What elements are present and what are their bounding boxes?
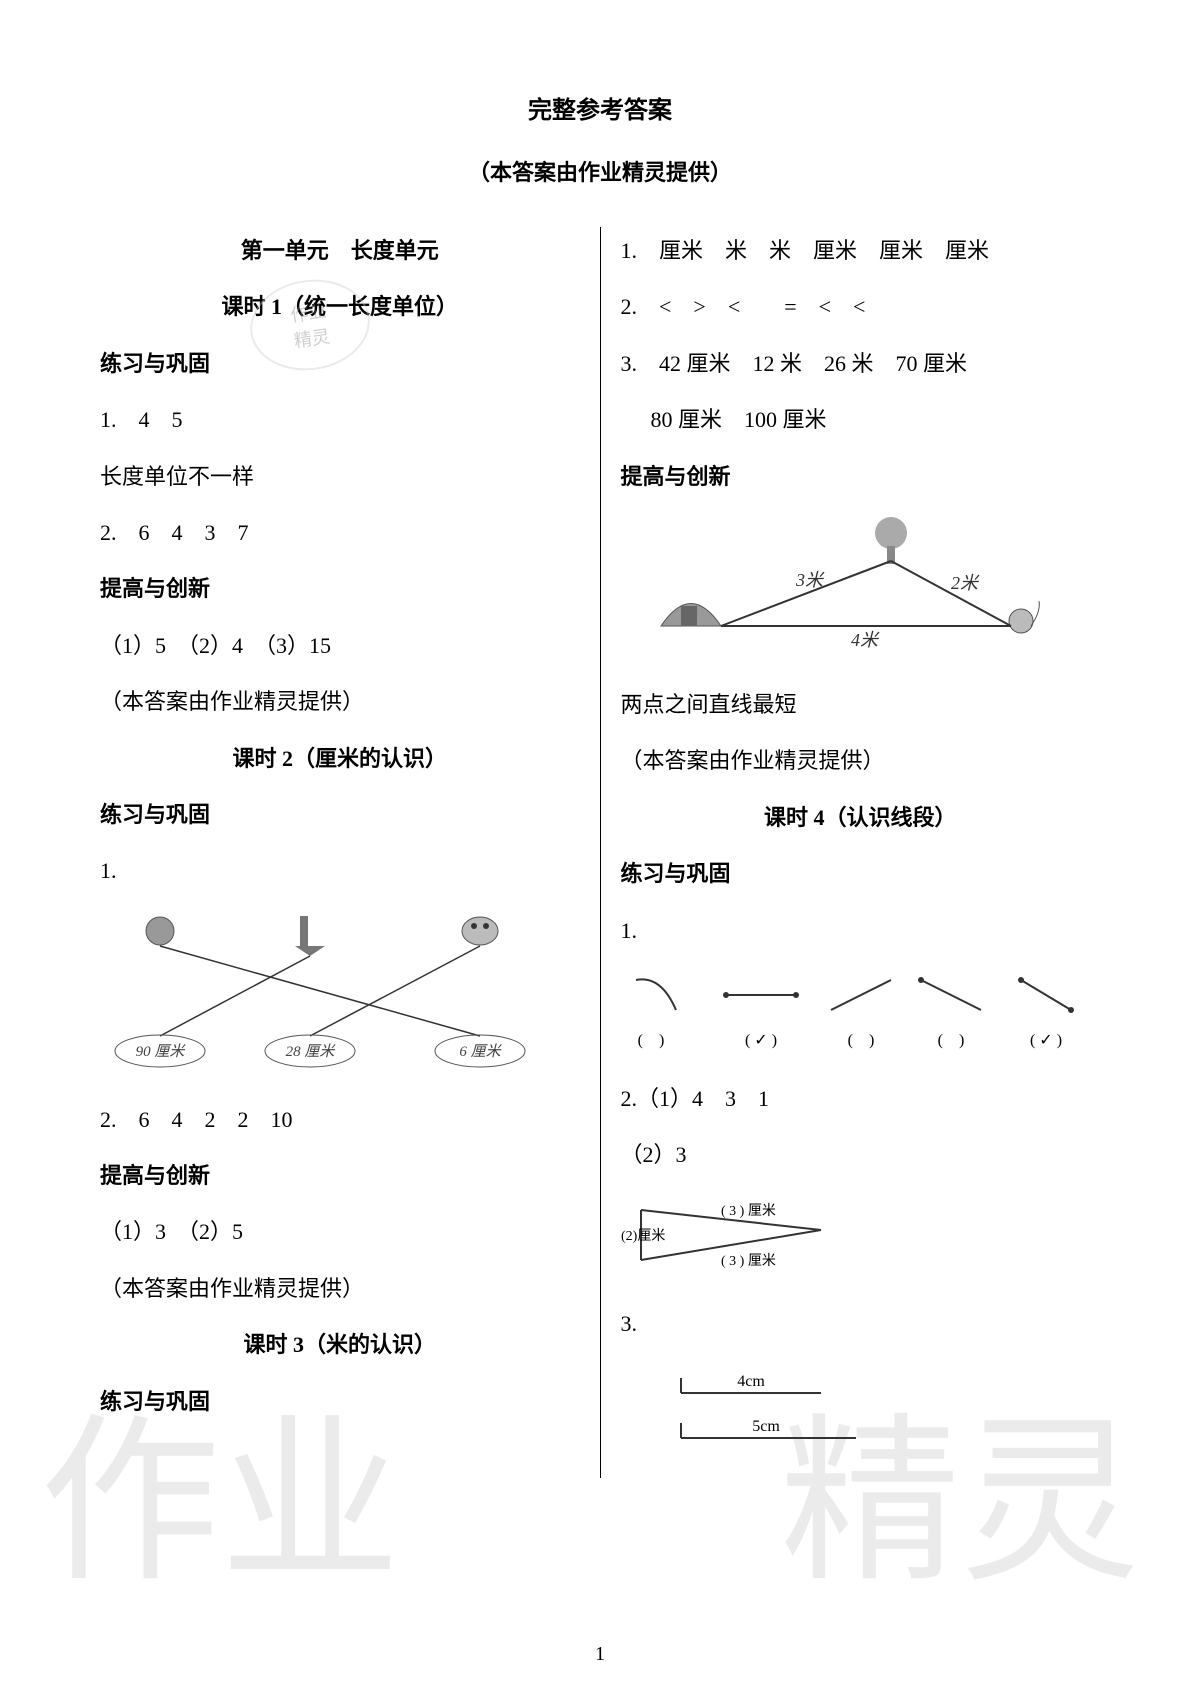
ruler-segments: 4cm 5cm xyxy=(621,1358,1101,1463)
lesson1-q1: 1. 4 5 xyxy=(100,396,580,444)
tri-side-a: 3米 xyxy=(795,570,825,590)
page-number: 1 xyxy=(595,1643,605,1666)
lesson1-section-a: 练习与巩固 xyxy=(100,340,580,388)
lesson2-section-a: 练习与巩固 xyxy=(100,791,580,839)
lesson4-title: 课时 4（认识线段） xyxy=(621,794,1101,842)
seg-check-b: ( ✓ ) xyxy=(744,1032,776,1049)
small-triangle-diagram: ( 3 ) 厘米 (2)厘米 ( 3 ) 厘米 xyxy=(621,1190,1101,1285)
lesson4-q2-1: 2.（1）4 3 1 xyxy=(621,1075,1101,1123)
seg-check-a: ( ) xyxy=(637,1032,664,1049)
lesson4-section-a: 练习与巩固 xyxy=(621,850,1101,898)
unit-title: 第一单元 长度单元 xyxy=(100,227,580,275)
lesson2-ans-b: （1）3 （2）5 xyxy=(100,1208,580,1256)
lesson2-q1: 1. xyxy=(100,847,580,895)
oval-label-a: 90 厘米 xyxy=(136,1043,187,1060)
lesson2-title: 课时 2（厘米的认识） xyxy=(100,735,580,783)
lesson4-q1: 1. xyxy=(621,907,1101,955)
tri2-c: ( 3 ) 厘米 xyxy=(721,1253,776,1269)
lesson4-q2-2: （2）3 xyxy=(621,1131,1101,1179)
lesson1-q2: 2. 6 4 3 7 xyxy=(100,509,580,557)
lesson1-credit: （本答案由作业精灵提供） xyxy=(100,678,580,726)
r-section-b: 提高与创新 xyxy=(621,453,1101,501)
seg-a-label: 4cm xyxy=(737,1373,765,1390)
tri2-a: ( 3 ) 厘米 xyxy=(721,1203,776,1219)
lesson2-q2: 2. 6 4 2 2 10 xyxy=(100,1096,580,1144)
tri-note: 两点之间直线最短 xyxy=(621,681,1101,729)
r-q3b: 80 厘米 100 厘米 xyxy=(621,396,1101,444)
r-q3: 3. 42 厘米 12 米 26 米 70 厘米 xyxy=(621,340,1101,388)
seg-b-label: 5cm xyxy=(752,1418,780,1435)
main-title: 完整参考答案 xyxy=(80,90,1120,125)
page-header: 完整参考答案 （本答案由作业精灵提供） xyxy=(80,90,1120,187)
lesson3-title: 课时 3（米的认识） xyxy=(100,1321,580,1369)
lesson2-section-b: 提高与创新 xyxy=(100,1152,580,1200)
seg-check-c: ( ) xyxy=(847,1032,874,1049)
line-segment-diagram: ( ) ( ✓ ) ( ) ( ) ( ✓ ) xyxy=(621,965,1101,1060)
lesson1-q1-note: 长度单位不一样 xyxy=(100,453,580,501)
r-credit: （本答案由作业精灵提供） xyxy=(621,737,1101,785)
lesson3-section-a: 练习与巩固 xyxy=(100,1378,580,1426)
matching-diagram: 90 厘米 28 厘米 6 厘米 xyxy=(100,906,580,1081)
lesson1-section-b: 提高与创新 xyxy=(100,565,580,613)
lesson2-credit: （本答案由作业精灵提供） xyxy=(100,1265,580,1313)
sub-title: （本答案由作业精灵提供） xyxy=(80,155,1120,187)
tri-side-c: 4米 xyxy=(851,630,880,650)
two-column-layout: 第一单元 长度单元 课时 1（统一长度单位） 练习与巩固 1. 4 5 长度单位… xyxy=(80,227,1120,1478)
triangle-diagram: 3米 2米 4米 xyxy=(621,511,1101,666)
seg-check-d: ( ) xyxy=(937,1032,964,1049)
r-q1: 1. 厘米 米 米 厘米 厘米 厘米 xyxy=(621,227,1101,275)
lesson1-title: 课时 1（统一长度单位） xyxy=(100,283,580,331)
oval-label-b: 28 厘米 xyxy=(286,1043,337,1060)
right-column: 1. 厘米 米 米 厘米 厘米 厘米 2. < > < = < < 3. 42 … xyxy=(601,227,1121,1478)
left-column: 第一单元 长度单元 课时 1（统一长度单位） 练习与巩固 1. 4 5 长度单位… xyxy=(80,227,601,1478)
tri-side-b: 2米 xyxy=(951,573,980,593)
oval-label-c: 6 厘米 xyxy=(459,1043,502,1060)
lesson4-q3: 3. xyxy=(621,1300,1101,1348)
tri2-b: (2)厘米 xyxy=(621,1228,665,1244)
r-q2: 2. < > < = < < xyxy=(621,283,1101,331)
lesson1-ans-b: （1）5 （2）4 （3）15 xyxy=(100,622,580,670)
seg-check-e: ( ✓ ) xyxy=(1029,1032,1061,1049)
